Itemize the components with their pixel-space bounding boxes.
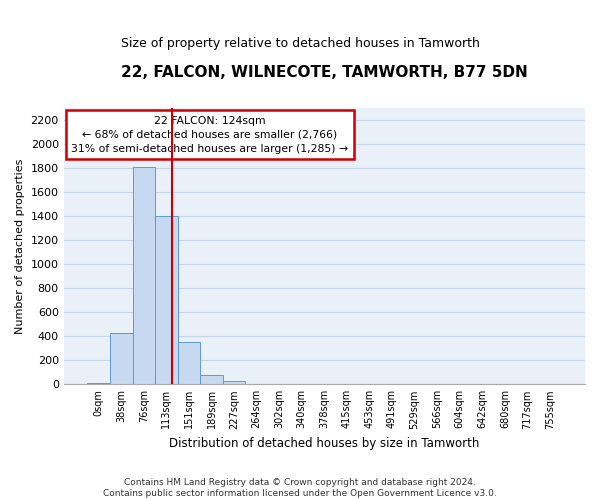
Bar (178, 342, 200, 384)
Bar (88, 382, 110, 384)
Y-axis label: Number of detached properties: Number of detached properties (15, 158, 25, 334)
Bar (223, 382, 245, 384)
Bar (133, 166, 155, 384)
X-axis label: Distribution of detached houses by size in Tamworth: Distribution of detached houses by size … (169, 437, 479, 450)
Text: Size of property relative to detached houses in Tamworth: Size of property relative to detached ho… (121, 38, 479, 51)
Text: Contains HM Land Registry data © Crown copyright and database right 2024.
Contai: Contains HM Land Registry data © Crown c… (103, 478, 497, 498)
Title: 22, FALCON, WILNECOTE, TAMWORTH, B77 5DN: 22, FALCON, WILNECOTE, TAMWORTH, B77 5DN (121, 65, 528, 80)
Bar (200, 376, 223, 384)
Text: 22 FALCON: 124sqm
← 68% of detached houses are smaller (2,766)
31% of semi-detac: 22 FALCON: 124sqm ← 68% of detached hous… (71, 116, 348, 154)
Bar (155, 216, 178, 384)
Bar (110, 333, 133, 384)
